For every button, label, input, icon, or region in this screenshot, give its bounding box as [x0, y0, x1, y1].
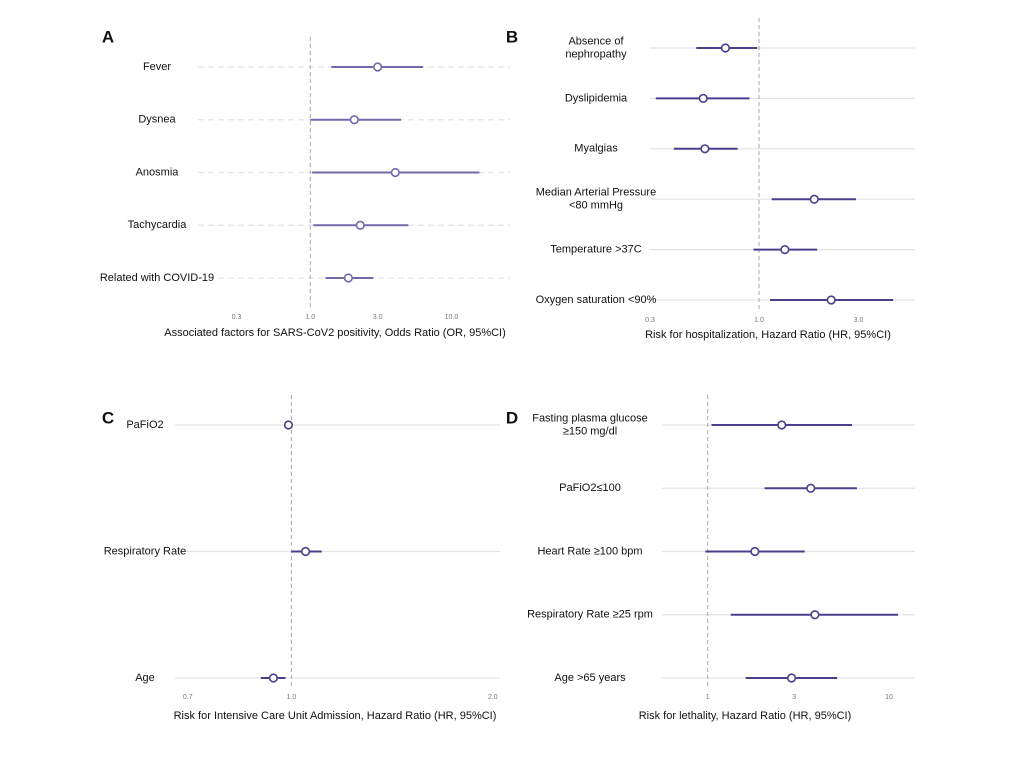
point-estimate [720, 43, 731, 53]
category-label: Fever [143, 61, 171, 73]
point-estimate [826, 295, 836, 305]
point-estimate [390, 167, 400, 178]
point-estimate [343, 273, 353, 283]
category-label: Age [135, 672, 155, 684]
x-tick-label: 2.0 [488, 694, 498, 701]
category-label: Fasting plasma glucose ≥150 mg/dl [532, 412, 648, 437]
x-tick-label: 0.7 [183, 694, 193, 701]
category-label: Age >65 years [554, 672, 626, 684]
x-tick-label: 1.0 [305, 314, 315, 321]
point-estimate [283, 420, 294, 430]
x-tick-label: 1.0 [287, 694, 297, 701]
x-tick-label: 10 [885, 694, 893, 701]
panel-label: B [506, 27, 518, 46]
x-tick-label: 1 [706, 694, 710, 701]
x-axis-label: Risk for lethality, Hazard Ratio (HR, 95… [639, 710, 852, 722]
category-label: Temperature >37C [550, 244, 641, 256]
point-estimate [786, 673, 797, 683]
point-estimate [809, 194, 819, 204]
category-label: PaFiO2 [126, 419, 163, 431]
point-estimate [700, 144, 710, 154]
category-label: Dyslipidemia [565, 92, 628, 104]
x-axis-label: Risk for Intensive Care Unit Admission, … [174, 710, 497, 722]
point-estimate [355, 220, 365, 230]
point-estimate [349, 115, 359, 125]
point-estimate [268, 673, 279, 683]
category-label: Absence of nephropathy [565, 35, 627, 60]
category-label: Related with COVID-19 [100, 272, 214, 284]
category-label: Myalgias [574, 143, 618, 155]
x-tick-label: 3 [792, 694, 796, 701]
panel-label: C [102, 408, 114, 427]
point-estimate [806, 483, 816, 493]
x-axis-label: Risk for hospitalization, Hazard Ratio (… [645, 329, 891, 341]
point-estimate [698, 93, 708, 103]
point-estimate [810, 610, 820, 620]
point-estimate [373, 62, 383, 72]
panel-label: D [506, 408, 518, 427]
category-label: Respiratory Rate ≥25 rpm [527, 609, 653, 621]
x-tick-label: 3.0 [373, 314, 383, 321]
x-tick-label: 1.0 [754, 317, 764, 324]
category-label: PaFiO2≤100 [559, 482, 621, 494]
category-label: Anosmia [136, 166, 180, 178]
x-axis-label: Associated factors for SARS-CoV2 positiv… [164, 327, 506, 339]
point-estimate [780, 245, 790, 255]
panel-label: A [102, 27, 114, 46]
category-label: Oxygen saturation <90% [536, 294, 657, 306]
x-tick-label: 0.3 [232, 314, 242, 321]
x-tick-label: 10.0 [445, 314, 459, 321]
point-estimate [300, 546, 311, 557]
point-estimate [750, 546, 760, 557]
point-estimate [777, 420, 787, 430]
x-tick-label: 3.0 [854, 317, 864, 324]
x-tick-label: 0.3 [645, 317, 655, 324]
category-label: Tachycardia [128, 219, 188, 231]
category-label: Dysnea [138, 114, 176, 126]
category-label: Heart Rate ≥100 bpm [537, 545, 642, 557]
category-label: Median Arterial Pressure <80 mmHg [536, 187, 656, 212]
category-label: Respiratory Rate [104, 545, 187, 557]
